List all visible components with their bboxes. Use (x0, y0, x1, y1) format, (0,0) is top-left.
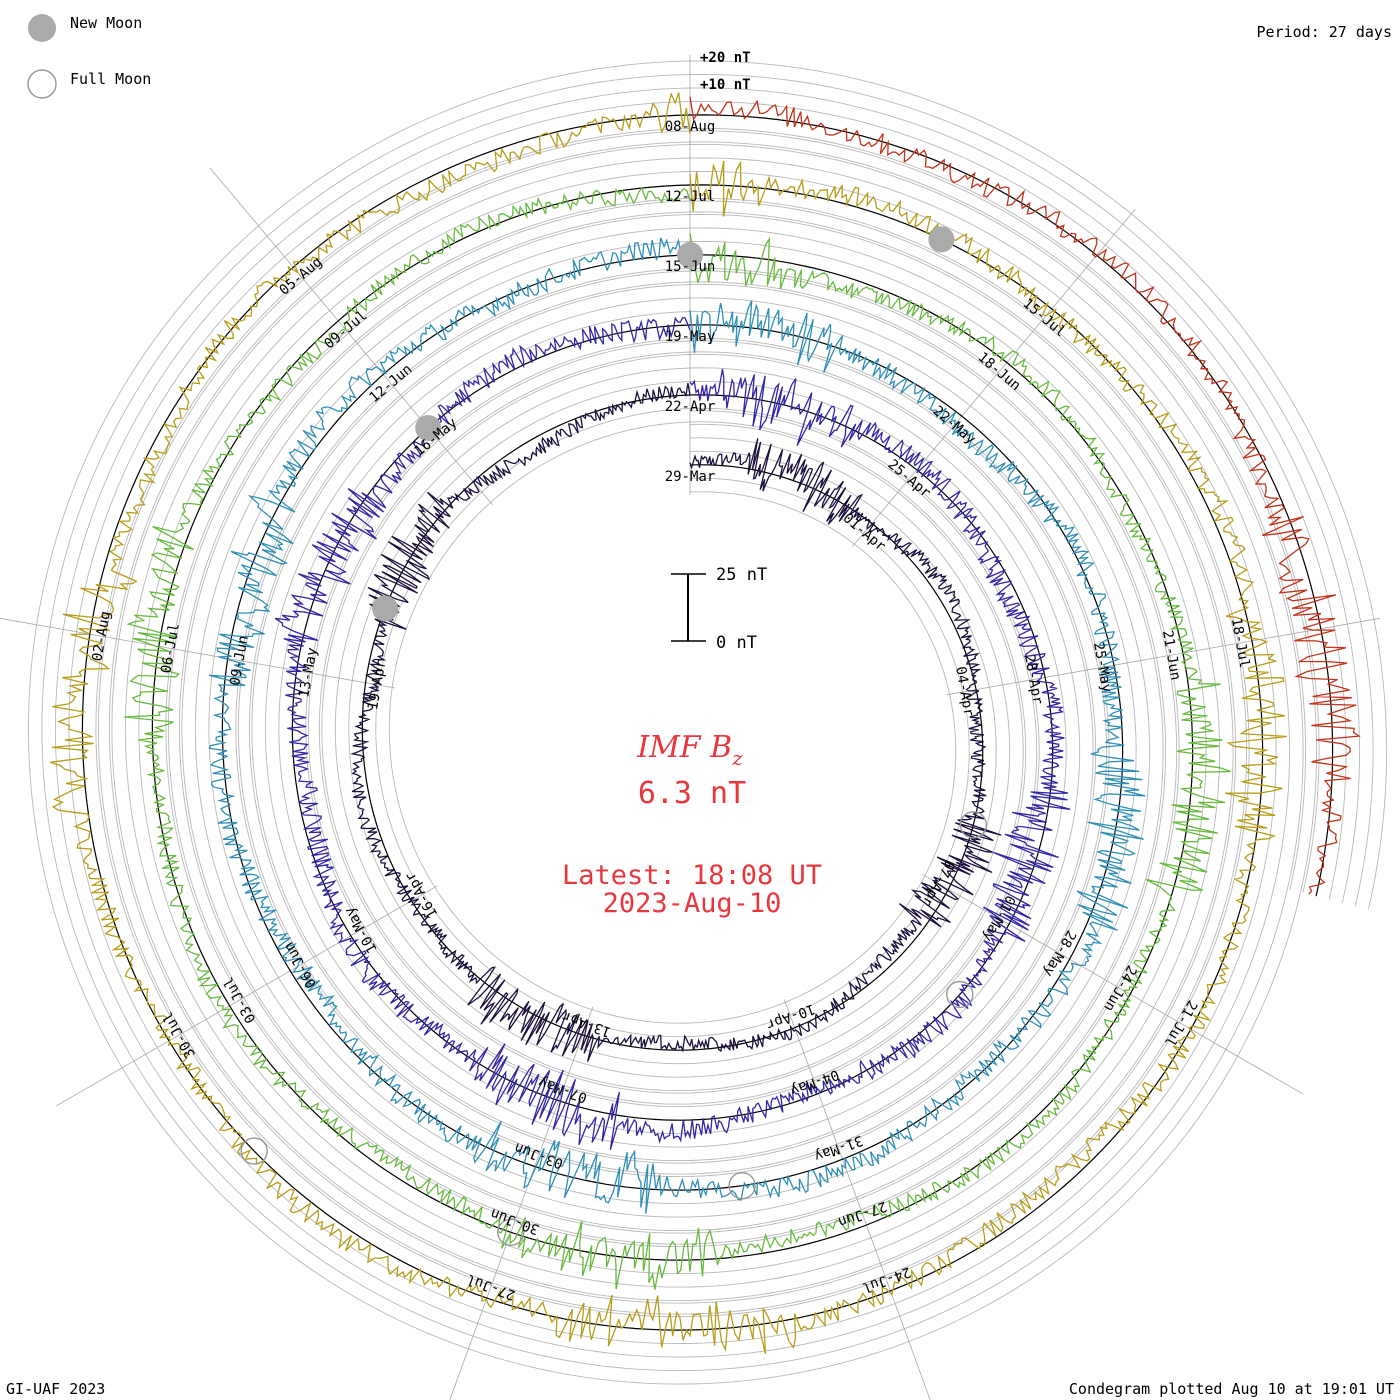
date-label: 12-Jul (665, 189, 716, 205)
date-label: 22-Apr (665, 399, 716, 415)
day-spokes (0, 55, 1380, 1400)
moon-markers (240, 226, 987, 1247)
series-trace-1 (350, 382, 1002, 1062)
grid-ring (108, 141, 1307, 1304)
full-moon-marker (946, 980, 974, 1009)
center-title: IMF Bz (636, 730, 743, 770)
series-trace-2 (274, 316, 1071, 1150)
scale-label-plus10: +10 nT (700, 77, 751, 93)
grid-ring (95, 127, 1320, 1318)
series-trace-4 (124, 186, 1231, 1290)
grid-ring (27, 60, 1388, 1385)
new-moon-marker (928, 226, 955, 253)
full-moon-icon (27, 69, 57, 99)
date-label: 15-Jun (665, 259, 716, 275)
day-spoke (922, 873, 1304, 1095)
period-label: Period: 27 days (1257, 23, 1392, 41)
day-spoke (784, 999, 931, 1400)
new-moon-marker (415, 415, 442, 441)
legend: New Moon Full Moon (27, 14, 151, 99)
new-moon-marker (677, 242, 703, 268)
scale-bar-bottom-label: 0 nT (716, 633, 757, 653)
date-label: 29-Mar (665, 469, 716, 485)
center-title-main: IMF B (636, 730, 732, 765)
footer-credit: GI-UAF 2023 (6, 1380, 105, 1398)
grid-ring (41, 73, 1374, 1372)
center-value: 6.3 nT (638, 776, 746, 811)
full-moon-label: Full Moon (70, 70, 151, 88)
scale-bar: 25 nT 0 nT (671, 565, 767, 653)
date-label: 08-Aug (665, 119, 716, 135)
day-spoke (449, 1006, 594, 1400)
day-spoke (56, 885, 438, 1107)
day-spoke (946, 617, 1380, 696)
new-moon-label: New Moon (70, 14, 142, 32)
center-title-sub: z (731, 746, 743, 770)
zero-baseline (81, 114, 1334, 1331)
scale-label-plus20: +20 nT (700, 50, 751, 66)
day-spoke (209, 167, 493, 505)
series-trace-6 (689, 96, 1361, 895)
data-series (50, 92, 1361, 1354)
full-moon-marker (497, 1218, 525, 1247)
grid-ring (54, 87, 1361, 1358)
full-moon-marker (959, 811, 987, 839)
series-trace-5 (50, 92, 1287, 1354)
latest-date: 2023-Aug-10 (603, 888, 782, 919)
zero-baselines (81, 114, 1334, 1331)
footer-plot-time: Condegram plotted Aug 10 at 19:01 UT (1069, 1380, 1394, 1398)
scale-bar-top-label: 25 nT (716, 565, 767, 585)
full-moon-marker (240, 1137, 268, 1165)
grid-ring (68, 100, 1347, 1345)
latest-time: Latest: 18:08 UT (562, 860, 822, 891)
full-moon-marker (728, 1171, 756, 1200)
day-spoke (0, 617, 396, 689)
series-trace-3 (208, 237, 1146, 1214)
new-moon-marker (372, 595, 399, 622)
new-moon-icon (28, 14, 56, 42)
day-spoke (852, 209, 1136, 547)
date-label: 19-May (665, 329, 716, 345)
